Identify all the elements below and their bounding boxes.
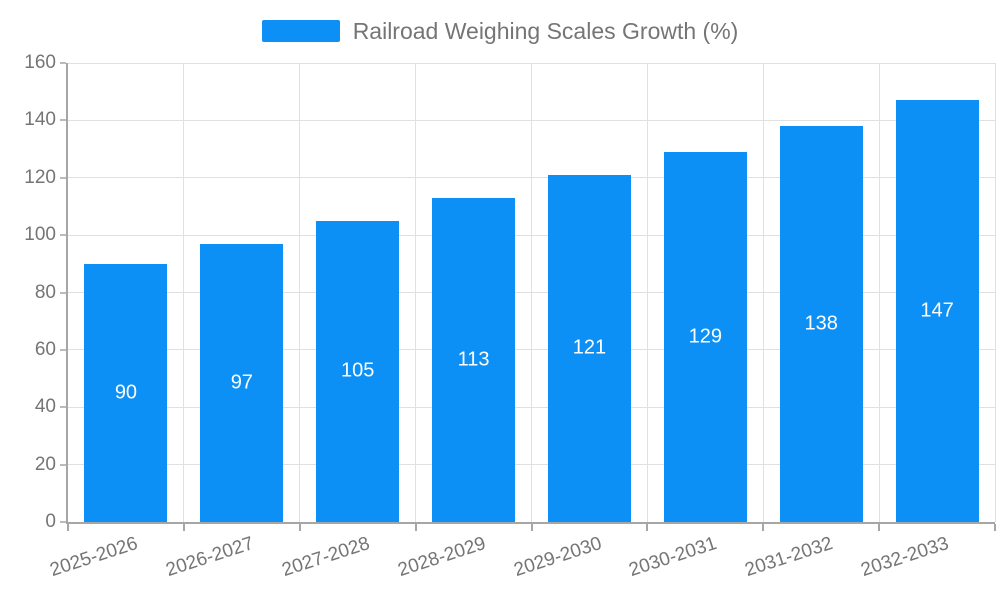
legend-swatch-icon: [261, 20, 340, 42]
y-axis-tick-label: 160: [24, 52, 56, 73]
bar-value-label: 121: [572, 336, 607, 359]
bar-2028-2029[interactable]: 113: [432, 197, 516, 522]
x-axis-tick-mark: [182, 524, 185, 531]
y-axis-tick-mark: [60, 348, 66, 351]
bar-2026-2027[interactable]: 97: [200, 243, 284, 522]
vertical-gridline: [531, 63, 532, 522]
legend[interactable]: Railroad Weighing Scales Growth (%): [0, 17, 1000, 44]
bar-value-label: 129: [688, 325, 722, 348]
x-axis-tick-label: 2032-2033: [858, 533, 952, 582]
vertical-gridline: [994, 63, 996, 522]
x-axis-tick-label: 2031-2032: [742, 533, 836, 582]
x-axis-tick-label: 2025-2026: [47, 533, 141, 582]
x-axis-tick-label: 2029-2030: [511, 533, 604, 582]
bar-2030-2031[interactable]: 129: [663, 151, 747, 522]
legend-label: Railroad Weighing Scales Growth (%): [352, 17, 739, 44]
bar-2029-2030[interactable]: 121: [547, 174, 631, 522]
y-axis-tick-mark: [60, 62, 66, 64]
y-axis-tick-mark: [60, 521, 66, 523]
y-axis-tick-label: 140: [24, 109, 56, 131]
bar-2027-2028[interactable]: 105: [316, 220, 400, 522]
x-axis-tick-mark: [762, 524, 765, 531]
y-axis-tick-label: 120: [24, 166, 56, 188]
bar-value-label: 105: [341, 359, 375, 382]
y-axis-tick-label: 40: [34, 396, 56, 418]
vertical-gridline: [183, 63, 185, 522]
y-axis-tick-label: 60: [34, 338, 56, 360]
vertical-gridline: [646, 63, 648, 522]
bar-value-label: 97: [230, 371, 253, 394]
y-axis-tick-mark: [60, 291, 66, 294]
vertical-gridline: [762, 63, 764, 522]
x-axis-tick-mark: [67, 524, 69, 531]
x-axis-tick-mark: [994, 524, 996, 531]
x-axis-tick-mark: [530, 524, 533, 531]
bar-2032-2033[interactable]: 147: [895, 100, 979, 522]
x-axis-tick-mark: [298, 524, 301, 531]
y-axis-tick-mark: [60, 119, 66, 122]
x-axis-tick-mark: [414, 524, 417, 531]
vertical-gridline: [299, 63, 301, 522]
y-axis-tick-mark: [60, 176, 66, 179]
x-axis-tick-mark: [878, 524, 881, 531]
y-axis-tick-label: 20: [34, 453, 56, 475]
bar-value-label: 138: [804, 312, 838, 335]
bar-value-label: 90: [114, 381, 138, 404]
y-axis-tick-label: 100: [24, 224, 56, 246]
vertical-gridline: [415, 63, 417, 522]
bar-2025-2026[interactable]: 90: [84, 263, 168, 522]
x-axis-tick-label: 2027-2028: [279, 533, 373, 582]
bar-value-label: 147: [920, 299, 954, 322]
x-axis-tick-mark: [646, 524, 649, 531]
x-axis-tick-label: 2026-2027: [163, 533, 257, 582]
y-axis-tick-mark: [60, 463, 66, 466]
y-axis-tick-label: 0: [45, 511, 56, 532]
x-axis-tick-label: 2030-2031: [626, 533, 720, 582]
bar-2031-2032[interactable]: 138: [779, 126, 863, 522]
x-axis-tick-label: 2028-2029: [395, 533, 489, 582]
vertical-gridline: [878, 63, 880, 522]
bar-value-label: 113: [457, 348, 490, 371]
y-axis-tick-label: 80: [34, 281, 56, 303]
y-axis-tick-mark: [60, 406, 66, 409]
plot-area: 90 97 105 113 121 129 138 147: [66, 62, 996, 524]
y-axis-tick-mark: [60, 234, 66, 237]
